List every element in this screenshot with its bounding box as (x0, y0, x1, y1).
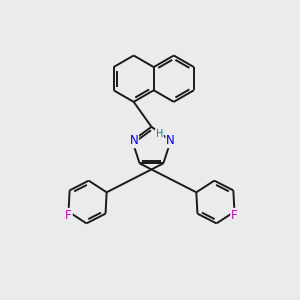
Text: N: N (166, 134, 175, 147)
Text: F: F (65, 209, 72, 222)
Text: H: H (156, 129, 163, 139)
Text: F: F (231, 209, 238, 222)
Text: N: N (129, 134, 138, 147)
